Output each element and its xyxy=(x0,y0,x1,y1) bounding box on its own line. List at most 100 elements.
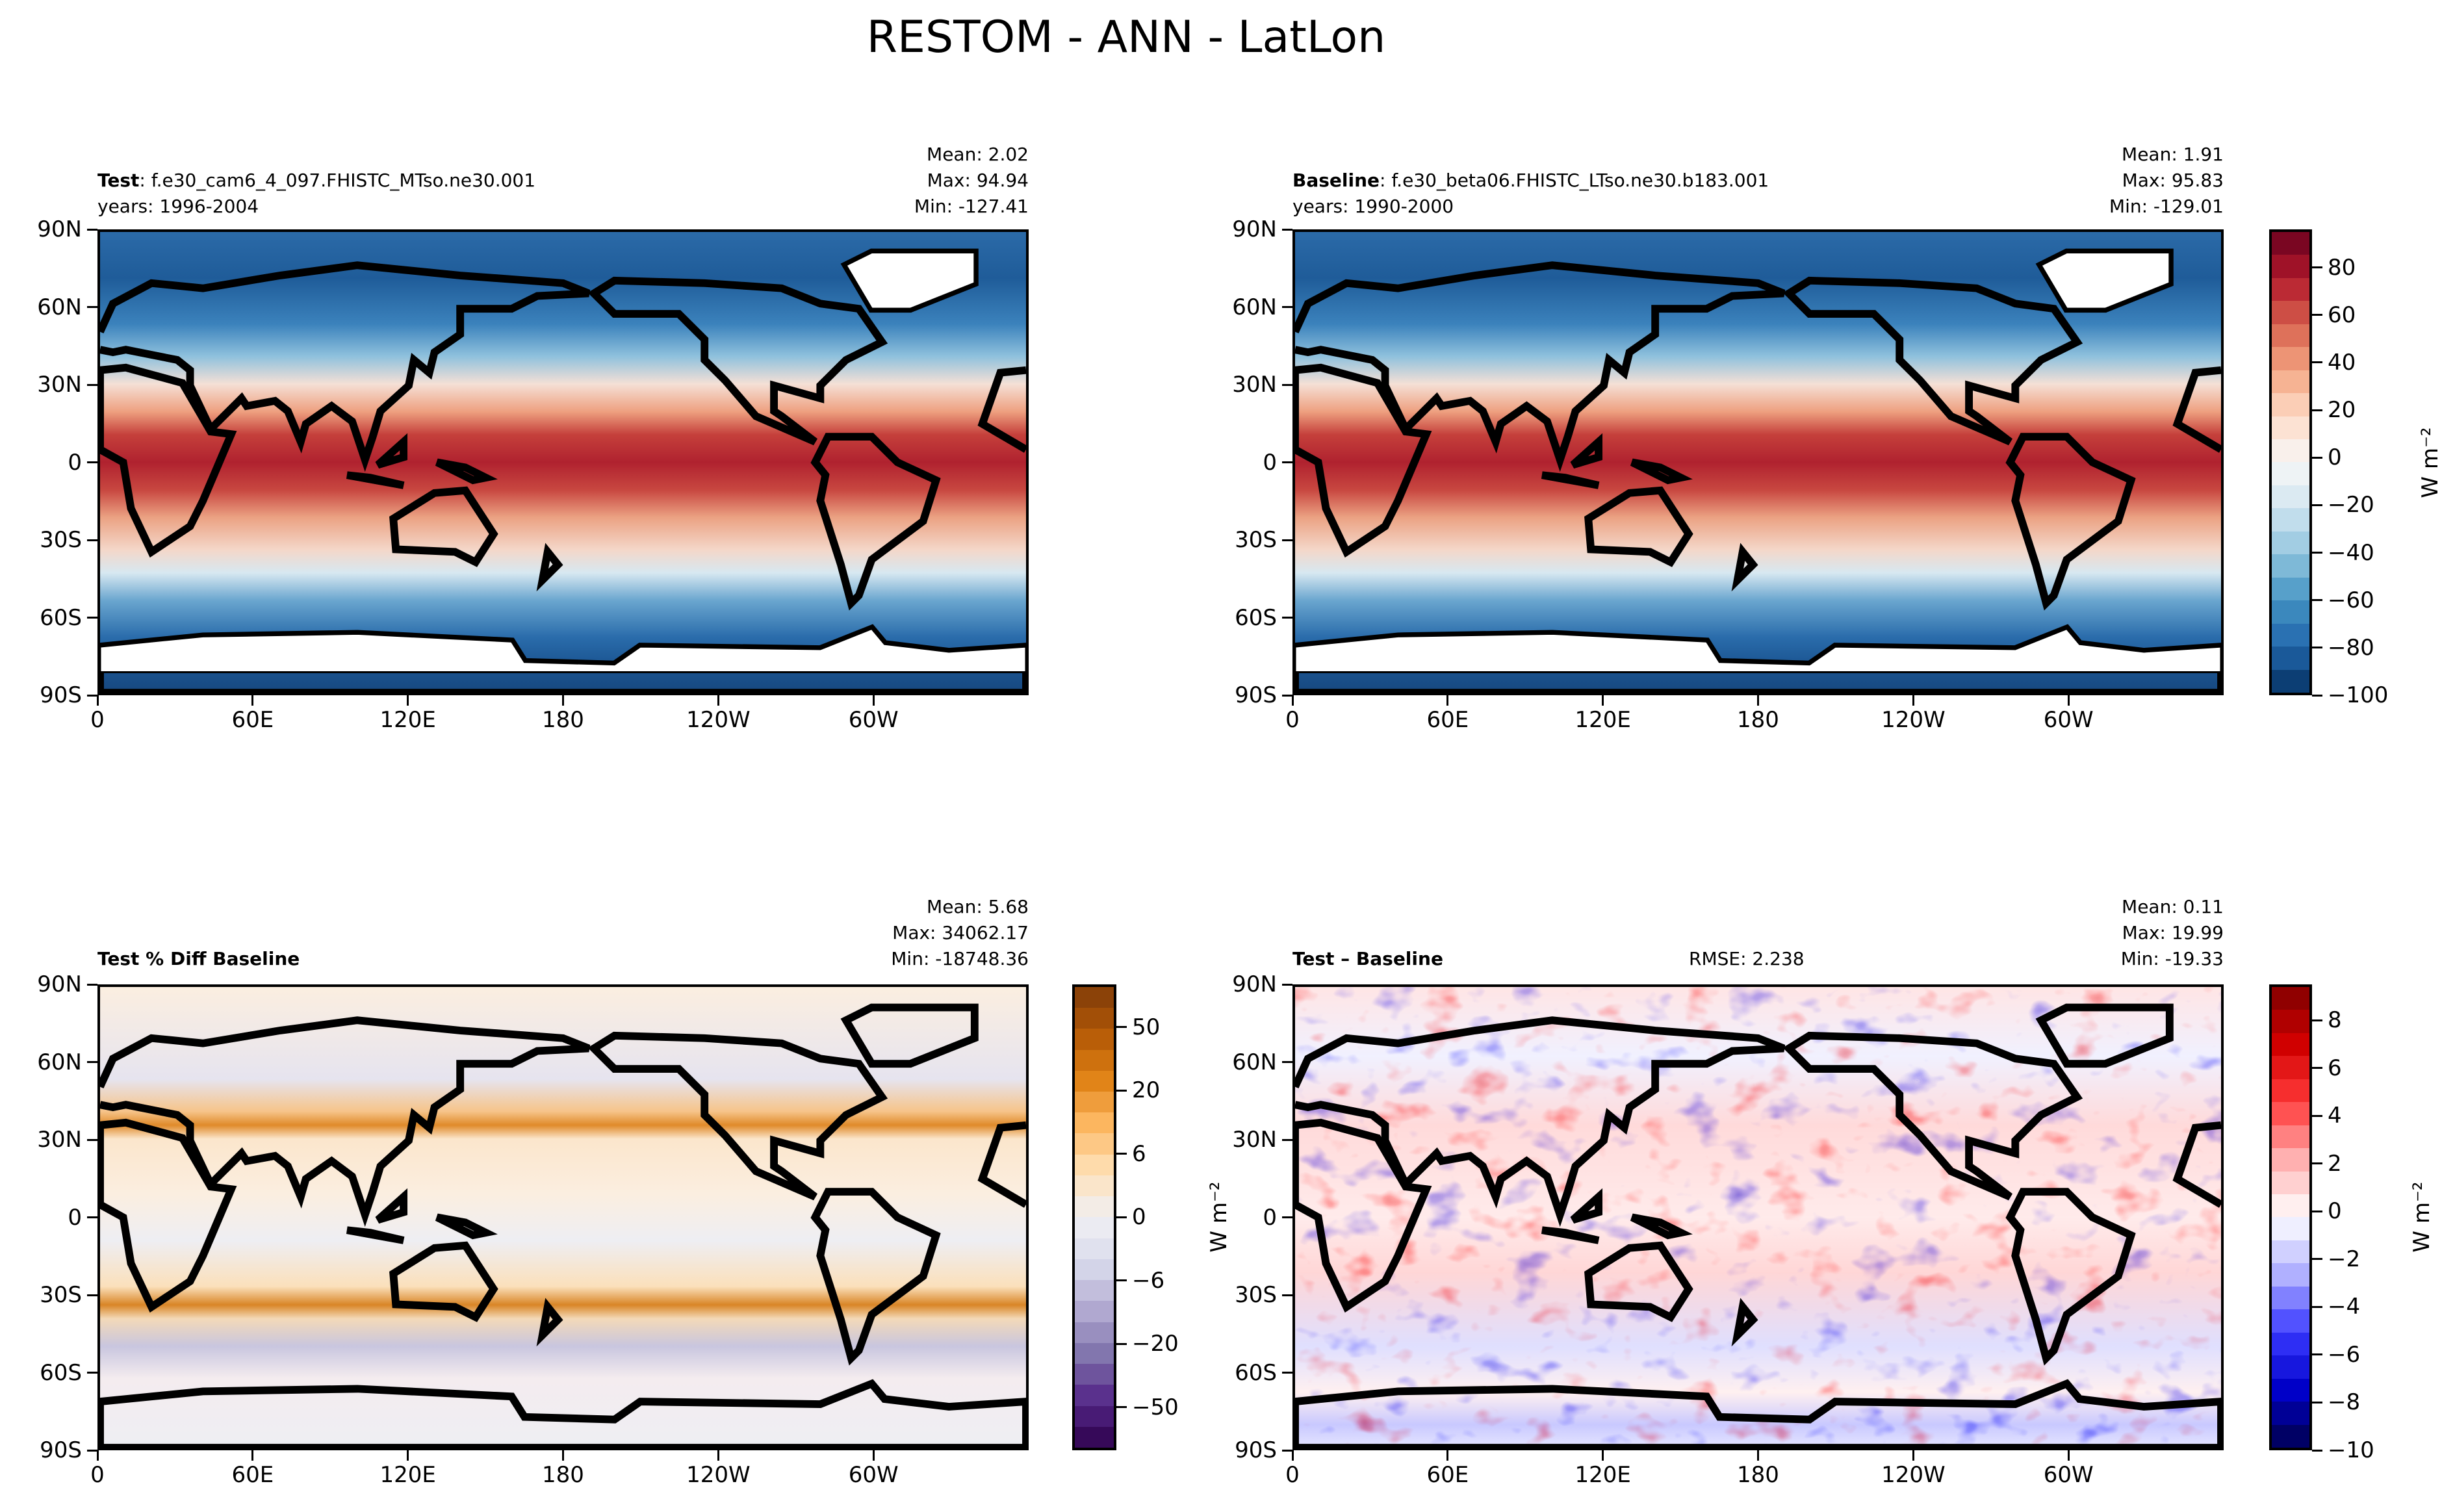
colorbar-band xyxy=(1075,1112,1114,1134)
x-tick-label: 60W xyxy=(848,707,899,733)
panel-min: Min: -18748.36 xyxy=(891,948,1029,969)
colorbar-tick-mark xyxy=(1116,1216,1127,1218)
x-tick-mark xyxy=(1912,1450,1914,1461)
x-tick-mark xyxy=(1446,1450,1449,1461)
x-tick-label: 120E xyxy=(379,707,436,733)
colorbar-tick-label: 0 xyxy=(2328,1198,2342,1225)
colorbar-band xyxy=(2272,1056,2309,1079)
panel-min: Min: -19.33 xyxy=(2120,948,2224,969)
panel-years: years: 1996-2004 xyxy=(97,196,259,217)
y-tick-mark xyxy=(1282,1138,1292,1141)
y-tick-mark xyxy=(1282,383,1292,386)
x-tick-mark xyxy=(407,1450,409,1461)
x-tick-mark xyxy=(251,695,254,706)
colorbar-0 xyxy=(2269,229,2312,695)
colorbar-band xyxy=(1075,1238,1114,1259)
x-tick-label: 60E xyxy=(1426,707,1469,733)
colorbar-tick-label: −8 xyxy=(2328,1389,2361,1416)
y-tick-mark xyxy=(1282,539,1292,541)
panel-years: years: 1990-2000 xyxy=(1292,196,1454,217)
x-tick-mark xyxy=(1291,1450,1294,1461)
x-tick-label: 60W xyxy=(2043,1462,2094,1488)
colorbar-band xyxy=(2272,485,2309,509)
colorbar-band xyxy=(1075,1322,1114,1343)
colorbar-band xyxy=(2272,1194,2309,1218)
panel-label-row: Test % Diff Baseline xyxy=(97,949,300,969)
y-tick-mark xyxy=(87,539,97,541)
panel-mean: Mean: 0.11 xyxy=(2122,896,2224,917)
colorbar-units-label: W m⁻² xyxy=(2409,1181,2435,1253)
y-tick-mark xyxy=(87,383,97,386)
colorbar-tick-label: 60 xyxy=(2328,301,2356,328)
colorbar-band xyxy=(2272,1102,2309,1125)
colorbar-tick-mark xyxy=(1116,1279,1127,1282)
y-tick-label: 0 xyxy=(68,1204,82,1231)
colorbar-tick-label: −6 xyxy=(2328,1341,2361,1368)
colorbar-tick-label: −50 xyxy=(1132,1394,1179,1420)
colorbar-band xyxy=(2272,1332,2309,1356)
x-tick-label: 60E xyxy=(231,1462,274,1488)
colorbar-tick-mark xyxy=(2312,314,2322,316)
x-tick-label: 0 xyxy=(1285,707,1300,733)
panel-max: Max: 34062.17 xyxy=(892,922,1029,943)
colorbar-tick-label: −20 xyxy=(1132,1331,1179,1357)
y-tick-label: 30N xyxy=(37,372,82,398)
x-tick-label: 0 xyxy=(90,707,105,733)
y-tick-mark xyxy=(1282,1449,1292,1452)
y-tick-mark xyxy=(87,1138,97,1141)
colorbar-tick-mark xyxy=(2312,1401,2322,1403)
colorbar-band xyxy=(2272,577,2309,601)
x-tick-label: 60W xyxy=(2043,707,2094,733)
colorbar-band xyxy=(2272,1402,2309,1425)
panel-max: Max: 95.83 xyxy=(2122,170,2224,191)
map-field xyxy=(100,987,1026,1448)
x-tick-label: 120W xyxy=(1881,1462,1946,1488)
colorbar-tick-label: 50 xyxy=(1132,1014,1161,1040)
map-panel-1 xyxy=(1292,229,2224,695)
colorbar-band xyxy=(2272,1079,2309,1103)
x-tick-label: 60E xyxy=(1426,1462,1469,1488)
x-tick-mark xyxy=(872,695,875,706)
colorbar-band xyxy=(2272,439,2309,463)
colorbar-band xyxy=(2272,986,2309,1010)
colorbar-band xyxy=(1075,1364,1114,1385)
colorbar-band xyxy=(2272,531,2309,555)
y-tick-label: 90S xyxy=(40,682,82,708)
colorbar-tick-mark xyxy=(2312,409,2322,411)
x-tick-mark xyxy=(96,1450,99,1461)
colorbar-band xyxy=(1075,1175,1114,1197)
colorbar-band xyxy=(2272,647,2309,670)
colorbar-band xyxy=(1075,986,1114,1008)
panel-mean: Mean: 2.02 xyxy=(927,144,1029,165)
y-tick-label: 60S xyxy=(40,1359,82,1386)
colorbar-band xyxy=(2272,416,2309,440)
colorbar-tick-mark xyxy=(2312,1305,2322,1308)
colorbar-tick-label: 2 xyxy=(2328,1150,2342,1177)
colorbar-tick-label: 20 xyxy=(1132,1077,1161,1104)
map-field xyxy=(1295,987,2221,1448)
panel-label: Baseline xyxy=(1292,170,1380,191)
y-tick-label: 60N xyxy=(1232,1049,1277,1075)
colorbar-band xyxy=(2272,1355,2309,1379)
colorbar-tick-label: −60 xyxy=(2328,587,2374,613)
colorbar-tick-label: −80 xyxy=(2328,634,2374,661)
colorbar-band xyxy=(2272,1217,2309,1240)
colorbar-tick-mark xyxy=(2312,1258,2322,1261)
colorbar-tick-mark xyxy=(2312,552,2322,554)
colorbar-band xyxy=(2272,600,2309,624)
y-tick-mark xyxy=(1282,228,1292,231)
x-tick-mark xyxy=(96,695,99,706)
colorbar-band xyxy=(2272,669,2309,693)
panel-min: Min: -127.41 xyxy=(914,196,1029,217)
y-tick-mark xyxy=(87,983,97,986)
ice-mask xyxy=(846,253,975,309)
colorbar-band xyxy=(2272,508,2309,532)
x-tick-mark xyxy=(562,695,564,706)
y-tick-label: 30S xyxy=(1235,1282,1277,1308)
colorbar-band xyxy=(1075,1259,1114,1281)
panel-label: Test xyxy=(97,170,140,191)
y-tick-mark xyxy=(87,1372,97,1374)
panel-mean: Mean: 5.68 xyxy=(927,896,1029,917)
y-tick-label: 90S xyxy=(1235,1437,1277,1463)
panel-max: Max: 94.94 xyxy=(927,170,1029,191)
